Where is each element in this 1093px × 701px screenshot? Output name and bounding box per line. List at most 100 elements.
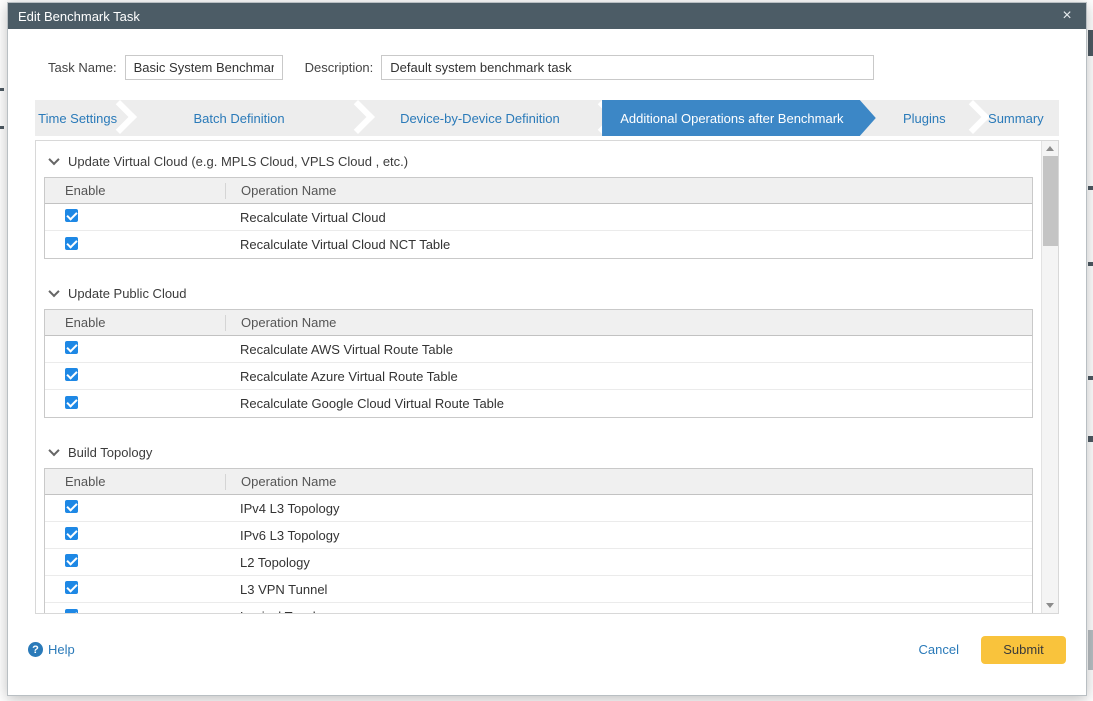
triangle-down-icon	[1046, 603, 1054, 608]
section-title: Update Virtual Cloud (e.g. MPLS Cloud, V…	[68, 153, 409, 169]
wizard-tabbar: Time Settings Batch Definition Device-by…	[35, 100, 1059, 136]
enable-checkbox[interactable]	[65, 581, 78, 594]
column-header-operation-name: Operation Name	[225, 473, 1032, 490]
dialog-title: Edit Benchmark Task	[18, 8, 140, 24]
column-header-enable: Enable	[65, 315, 106, 330]
help-link[interactable]: ? Help	[28, 642, 75, 657]
enable-checkbox[interactable]	[65, 554, 78, 567]
column-header-enable: Enable	[65, 183, 106, 198]
enable-checkbox[interactable]	[65, 527, 78, 540]
triangle-up-icon	[1046, 146, 1054, 151]
section-update-public-cloud: Update Public Cloud Enable Operation Nam…	[44, 283, 1033, 418]
column-header-operation-name: Operation Name	[225, 314, 1032, 331]
description-label: Description:	[304, 60, 374, 75]
tab-plugins[interactable]: Plugins	[876, 100, 990, 136]
dialog-titlebar: Edit Benchmark Task ×	[8, 3, 1086, 29]
table-row: Recalculate Virtual Cloud NCT Table	[45, 231, 1032, 258]
table-row: Logical Topology	[45, 603, 1032, 613]
table-header-row: Enable Operation Name	[45, 310, 1032, 336]
operations-scroll-region: Update Virtual Cloud (e.g. MPLS Cloud, V…	[35, 140, 1059, 614]
operation-name: Recalculate Google Cloud Virtual Route T…	[240, 396, 505, 411]
tab-time-settings[interactable]: Time Settings	[35, 100, 138, 136]
enable-checkbox[interactable]	[65, 209, 78, 222]
scrollbar-track[interactable]	[1042, 156, 1058, 598]
tab-device-by-device-definition[interactable]: Device-by-Device Definition	[358, 100, 620, 136]
background-artifact	[1088, 436, 1093, 442]
operation-name: Recalculate AWS Virtual Route Table	[240, 341, 453, 357]
tab-additional-operations-after-benchmark[interactable]: Additional Operations after Benchmark	[602, 100, 876, 136]
column-header-operation-name: Operation Name	[225, 182, 1032, 199]
column-header-enable: Enable	[65, 474, 106, 489]
table-row: Recalculate Azure Virtual Route Table	[45, 363, 1032, 390]
task-name-input[interactable]	[124, 55, 283, 80]
tab-summary[interactable]: Summary	[973, 100, 1059, 136]
submit-button[interactable]: Submit	[981, 635, 1066, 664]
table-row: L2 Topology	[45, 549, 1032, 576]
operation-name: Recalculate Virtual Cloud	[240, 209, 386, 225]
operation-name: IPv4 L3 Topology	[240, 500, 340, 516]
operation-name: L3 VPN Tunnel	[240, 581, 328, 597]
tab-label: Batch Definition	[193, 110, 285, 126]
cancel-button[interactable]: Cancel	[918, 642, 959, 657]
enable-checkbox[interactable]	[65, 395, 78, 409]
section-title: Build Topology	[68, 444, 153, 460]
background-edge-left	[0, 0, 7, 701]
scrollbar-up-button[interactable]	[1042, 141, 1058, 156]
chevron-down-icon[interactable]	[48, 153, 60, 166]
background-artifact	[1088, 630, 1093, 670]
chevron-down-icon[interactable]	[48, 285, 60, 298]
background-artifact	[0, 88, 4, 91]
section-header[interactable]: Update Public Cloud	[48, 283, 1033, 303]
operation-name: Recalculate Virtual Cloud NCT Table	[240, 237, 451, 252]
enable-checkbox[interactable]	[65, 368, 78, 381]
section-build-topology: Build Topology Enable Operation Name IPv…	[44, 442, 1033, 613]
table-row: Recalculate Virtual Cloud	[45, 204, 1032, 231]
close-icon[interactable]: ×	[1062, 7, 1072, 24]
tab-label: Additional Operations after Benchmark	[620, 110, 844, 126]
help-question-icon: ?	[28, 642, 43, 657]
section-header[interactable]: Update Virtual Cloud (e.g. MPLS Cloud, V…	[48, 151, 1033, 171]
operations-table: Enable Operation Name Recalculate AWS Vi…	[44, 309, 1033, 418]
table-header-row: Enable Operation Name	[45, 469, 1032, 495]
table-row: IPv4 L3 Topology	[45, 495, 1032, 522]
edit-benchmark-task-dialog: Edit Benchmark Task × Task Name: Descrip…	[7, 2, 1087, 696]
section-header[interactable]: Build Topology	[48, 442, 1033, 462]
background-artifact	[1088, 376, 1093, 380]
background-artifact	[1088, 30, 1093, 56]
operation-name: L2 Topology	[240, 554, 310, 570]
enable-checkbox[interactable]	[65, 500, 78, 513]
tab-label: Time Settings	[38, 110, 118, 126]
background-edge-right	[1087, 0, 1093, 701]
task-form-row: Task Name: Description:	[8, 29, 1086, 96]
scrollbar-down-button[interactable]	[1042, 598, 1058, 613]
section-update-virtual-cloud: Update Virtual Cloud (e.g. MPLS Cloud, V…	[44, 151, 1033, 259]
background-artifact	[0, 126, 4, 129]
background-artifact	[1088, 262, 1093, 266]
table-row: IPv6 L3 Topology	[45, 522, 1032, 549]
task-name-label: Task Name:	[48, 60, 117, 75]
operation-name: IPv6 L3 Topology	[240, 527, 340, 543]
tab-label: Device-by-Device Definition	[400, 110, 560, 126]
help-label: Help	[48, 642, 75, 657]
operations-scroll-content: Update Virtual Cloud (e.g. MPLS Cloud, V…	[36, 141, 1041, 613]
table-row: L3 VPN Tunnel	[45, 576, 1032, 603]
enable-checkbox[interactable]	[65, 341, 78, 354]
section-title: Update Public Cloud	[68, 285, 187, 301]
vertical-scrollbar[interactable]	[1041, 141, 1058, 613]
enable-checkbox[interactable]	[65, 236, 78, 250]
tab-label: Plugins	[902, 110, 946, 126]
operation-name: Recalculate Azure Virtual Route Table	[240, 368, 458, 384]
table-row: Recalculate Google Cloud Virtual Route T…	[45, 390, 1032, 417]
enable-checkbox[interactable]	[65, 608, 78, 613]
description-input[interactable]	[381, 55, 875, 80]
tab-label: Summary	[988, 110, 1044, 126]
operations-table: Enable Operation Name IPv4 L3 Topology I…	[44, 468, 1033, 613]
dialog-footer: ? Help Cancel Submit	[8, 614, 1086, 695]
operations-table: Enable Operation Name Recalculate Virtua…	[44, 177, 1033, 259]
table-header-row: Enable Operation Name	[45, 178, 1032, 204]
operation-name: Logical Topology	[225, 609, 1032, 613]
tab-batch-definition[interactable]: Batch Definition	[120, 100, 375, 136]
table-row: Recalculate AWS Virtual Route Table	[45, 336, 1032, 363]
scrollbar-thumb[interactable]	[1043, 156, 1058, 246]
chevron-down-icon[interactable]	[48, 444, 60, 457]
